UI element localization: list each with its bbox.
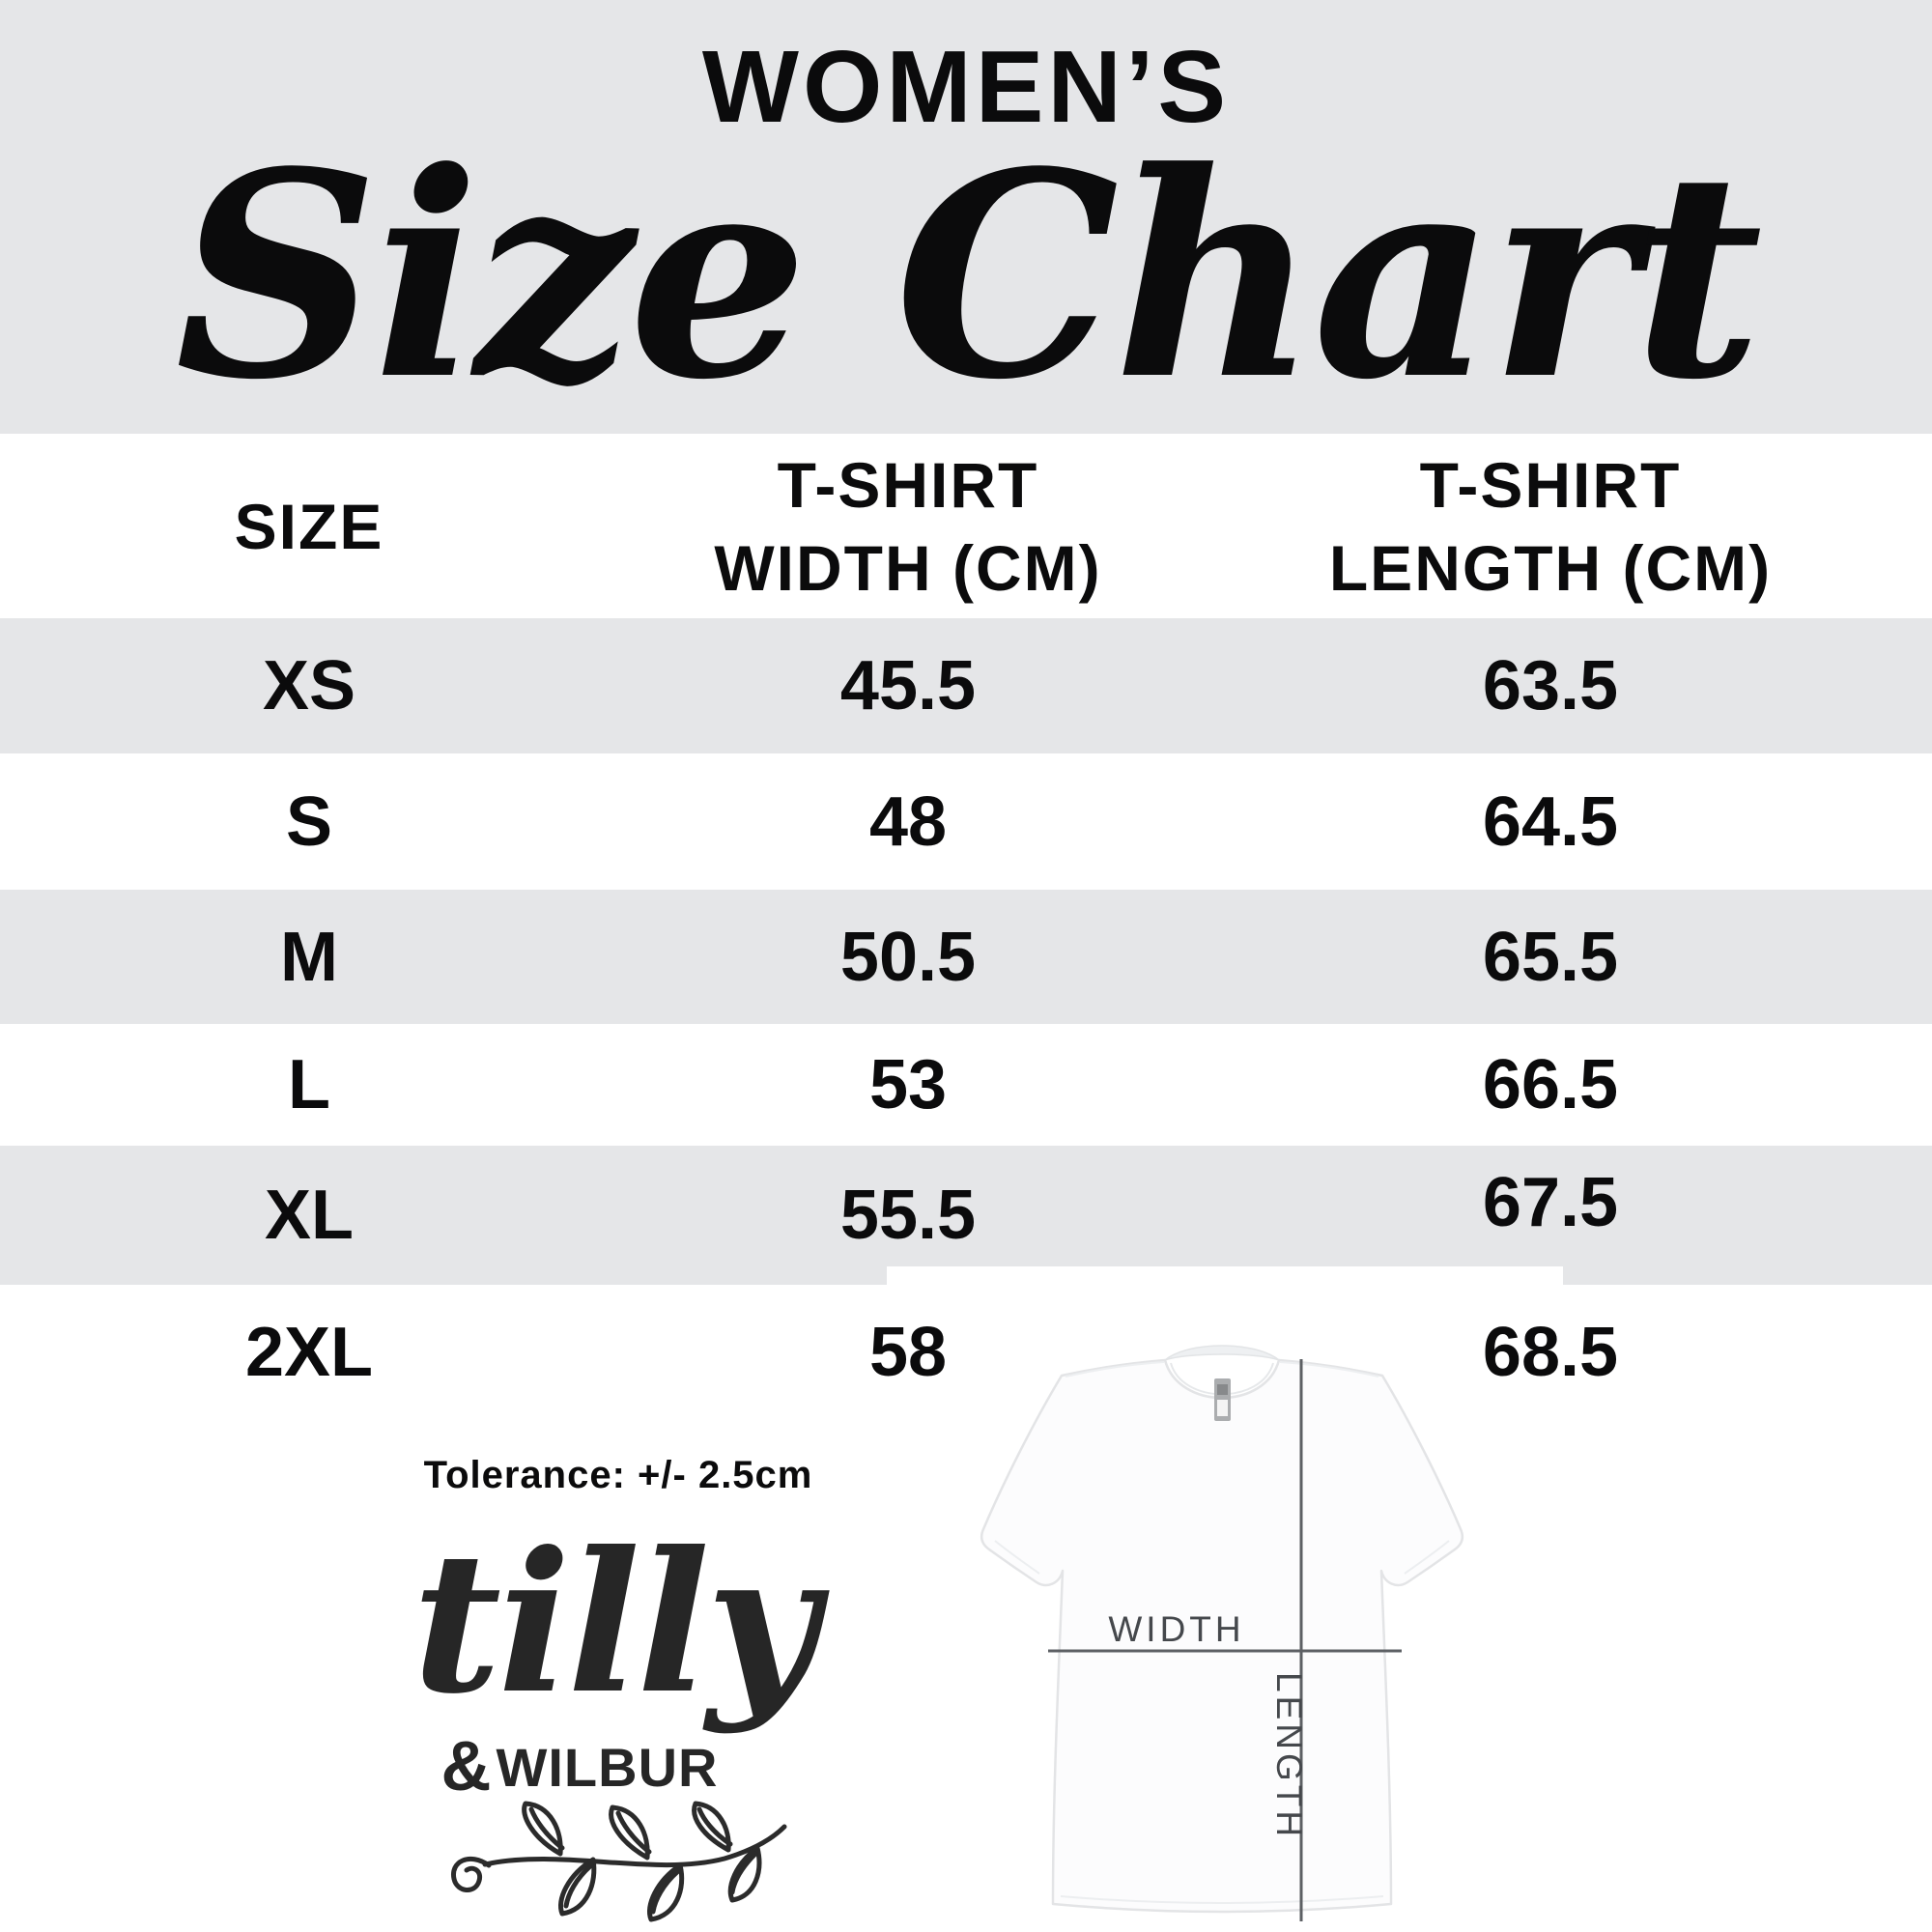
cell-size: XL bbox=[264, 1177, 354, 1254]
column-header-length: T-SHIRT LENGTH (CM) bbox=[1256, 434, 1845, 618]
logo-ampersand: & bbox=[440, 1728, 493, 1805]
neck-tag bbox=[1214, 1378, 1231, 1421]
column-header-size: SIZE bbox=[234, 490, 384, 562]
length-label: LENGTH bbox=[1269, 1672, 1309, 1840]
table-row: L 53 66.5 bbox=[0, 1024, 1932, 1146]
cell-length: 67.5 bbox=[1482, 1164, 1619, 1241]
table-row: S 48 64.5 bbox=[0, 753, 1932, 890]
cell-width: 50.5 bbox=[839, 918, 977, 996]
column-header-length-line2: LENGTH (CM) bbox=[1328, 531, 1773, 604]
cell-length: 65.5 bbox=[1482, 918, 1619, 996]
header-band bbox=[0, 0, 1932, 434]
cell-size: S bbox=[285, 782, 333, 861]
logo-wordmark: WILBUR bbox=[496, 1736, 719, 1798]
cell-length: 63.5 bbox=[1482, 647, 1619, 724]
cell-length: 64.5 bbox=[1482, 782, 1619, 861]
laurel-branch-illustration bbox=[451, 1801, 787, 1922]
column-header-width-line2: WIDTH (CM) bbox=[714, 531, 1102, 604]
logo-script-text: tilly bbox=[412, 1509, 819, 1737]
cell-size: XS bbox=[262, 647, 356, 724]
cell-length: 68.5 bbox=[1482, 1314, 1619, 1391]
tshirt-sleeve-hem-left bbox=[994, 1540, 1040, 1575]
table-header-row: SIZE T-SHIRT WIDTH (CM) T-SHIRT LENGTH (… bbox=[0, 434, 1932, 618]
column-header-length-line1: T-SHIRT bbox=[1419, 448, 1682, 521]
page-title: Size Chart bbox=[175, 109, 1763, 441]
cell-width: 58 bbox=[868, 1314, 948, 1391]
cell-size: M bbox=[280, 918, 338, 996]
table-row: XL 55.5 67.5 bbox=[0, 1146, 1932, 1285]
cell-width: 55.5 bbox=[839, 1177, 977, 1254]
table-row: M 50.5 65.5 bbox=[0, 890, 1932, 1024]
cell-length: 66.5 bbox=[1482, 1046, 1619, 1123]
cell-width: 48 bbox=[868, 782, 948, 861]
cell-width: 53 bbox=[868, 1046, 948, 1123]
brand-kicker: WOMEN’S bbox=[701, 29, 1231, 144]
table-row: 2XL 58 68.5 bbox=[0, 1285, 1932, 1420]
tshirt-shoulder-seam-left bbox=[1065, 1361, 1165, 1378]
width-label: WIDTH bbox=[1108, 1609, 1244, 1649]
tshirt-body bbox=[980, 1358, 1463, 1914]
column-header-width-line1: T-SHIRT bbox=[777, 448, 1039, 521]
tshirt-bottom-hem bbox=[1060, 1895, 1384, 1904]
table-row: XS 45.5 63.5 bbox=[0, 618, 1932, 753]
logo-sub-text: & WILBUR bbox=[270, 1728, 889, 1805]
cell-width: 45.5 bbox=[839, 647, 977, 724]
tshirt-photo: WIDTH LENGTH bbox=[887, 1266, 1563, 1932]
cell-size: L bbox=[288, 1046, 330, 1123]
cell-size: 2XL bbox=[244, 1314, 374, 1391]
tshirt-collar bbox=[1164, 1345, 1280, 1361]
column-header-width: T-SHIRT WIDTH (CM) bbox=[618, 434, 1198, 618]
tshirt-illustration: WIDTH LENGTH bbox=[980, 1345, 1463, 1921]
tshirt-shoulder-seam-right bbox=[1279, 1361, 1379, 1378]
tolerance-note: Tolerance: +/- 2.5cm bbox=[423, 1453, 813, 1496]
tshirt-sleeve-hem-right bbox=[1404, 1540, 1450, 1575]
